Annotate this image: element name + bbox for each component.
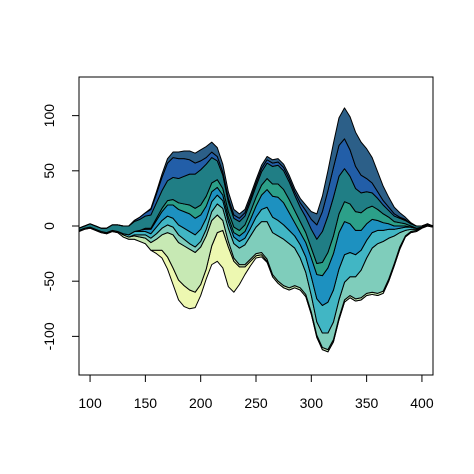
x-tick-label: 400	[410, 395, 434, 411]
x-tick-label: 100	[78, 395, 102, 411]
x-tick-label: 150	[134, 395, 158, 411]
stream-layers	[79, 107, 433, 353]
x-tick-label: 350	[355, 395, 379, 411]
y-tick-label: -100	[41, 322, 57, 350]
x-tick-label: 300	[300, 395, 324, 411]
y-axis: -100 -50 0 50 100	[41, 104, 80, 350]
y-tick-label: 50	[41, 163, 57, 179]
x-tick-label: 250	[244, 395, 268, 411]
y-tick-label: -50	[41, 271, 57, 291]
x-axis: 100 150 200 250 300 350 400	[78, 374, 434, 411]
x-tick-label: 200	[189, 395, 213, 411]
y-tick-label: 100	[41, 104, 57, 128]
stream-layer-9	[79, 107, 433, 229]
y-tick-label: 0	[41, 222, 57, 230]
